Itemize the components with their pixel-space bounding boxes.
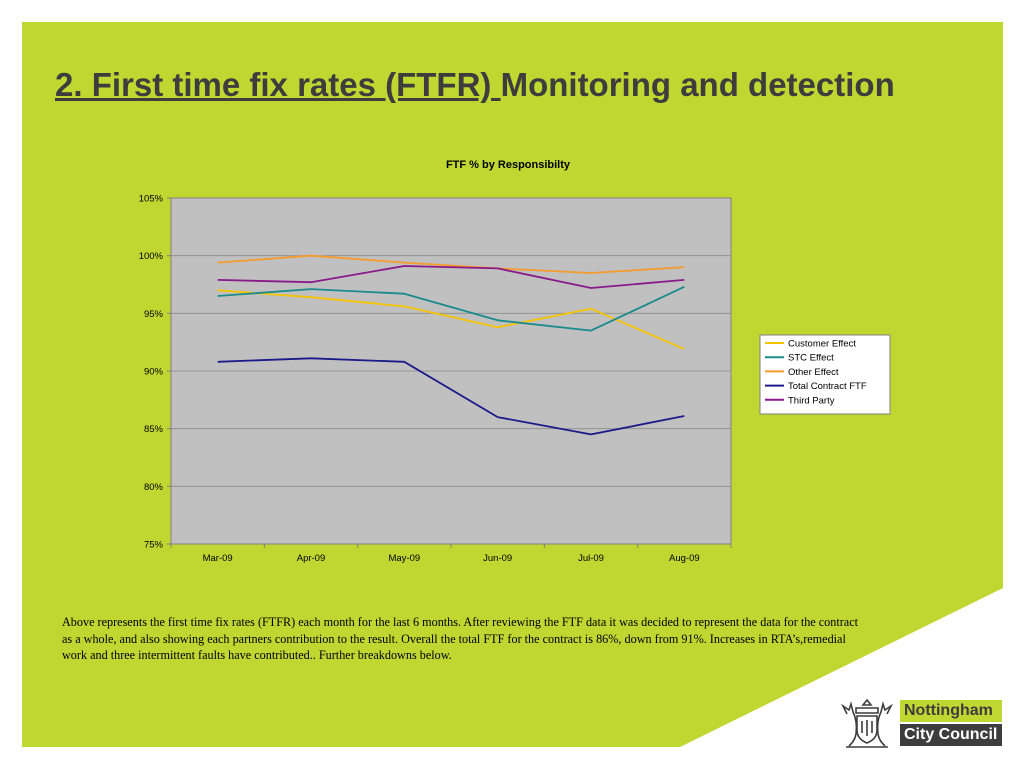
y-tick-label: 100% xyxy=(139,251,164,262)
legend-label: Third Party xyxy=(788,395,835,406)
slide-title-underlined: 2. First time fix rates (FTFR) xyxy=(55,66,501,103)
y-tick-label: 95% xyxy=(144,309,164,320)
legend-label: STC Effect xyxy=(788,353,834,364)
x-tick-label: Mar-09 xyxy=(203,553,233,564)
y-tick-label: 85% xyxy=(144,424,164,435)
logo-line-1: Nottingham xyxy=(900,700,1002,722)
summary-paragraph: Above represents the first time fix rate… xyxy=(62,615,859,662)
slide-title-rest: Monitoring and detection xyxy=(500,66,895,103)
x-tick-label: Aug-09 xyxy=(669,553,700,564)
slide-title: 2. First time fix rates (FTFR) Monitorin… xyxy=(55,66,895,104)
x-tick-label: May-09 xyxy=(388,553,420,564)
series-line-third-party xyxy=(217,265,685,289)
legend-label: Total Contract FTF xyxy=(788,381,867,392)
x-tick-label: Apr-09 xyxy=(297,553,326,564)
y-tick-label: 105% xyxy=(139,194,164,205)
series-line-other-effect xyxy=(217,254,685,274)
y-tick-label: 80% xyxy=(144,482,164,493)
nottingham-logo: Nottingham City Council xyxy=(838,696,1004,752)
x-tick-label: Jul-09 xyxy=(578,553,604,564)
coat-of-arms-icon xyxy=(840,698,894,748)
x-tick-label: Jun-09 xyxy=(483,553,512,564)
series-line-customer-effect xyxy=(217,289,685,350)
y-tick-label: 75% xyxy=(144,540,164,551)
logo-line-2: City Council xyxy=(900,724,1002,746)
legend-label: Customer Effect xyxy=(788,339,856,350)
series-line-stc-effect xyxy=(217,285,685,332)
chart-title: FTF % by Responsibilty xyxy=(446,159,571,171)
legend-box xyxy=(759,334,891,415)
series-line-total-contract-ftf xyxy=(217,357,685,436)
y-tick-label: 90% xyxy=(144,367,164,378)
legend-label: Other Effect xyxy=(788,367,839,378)
